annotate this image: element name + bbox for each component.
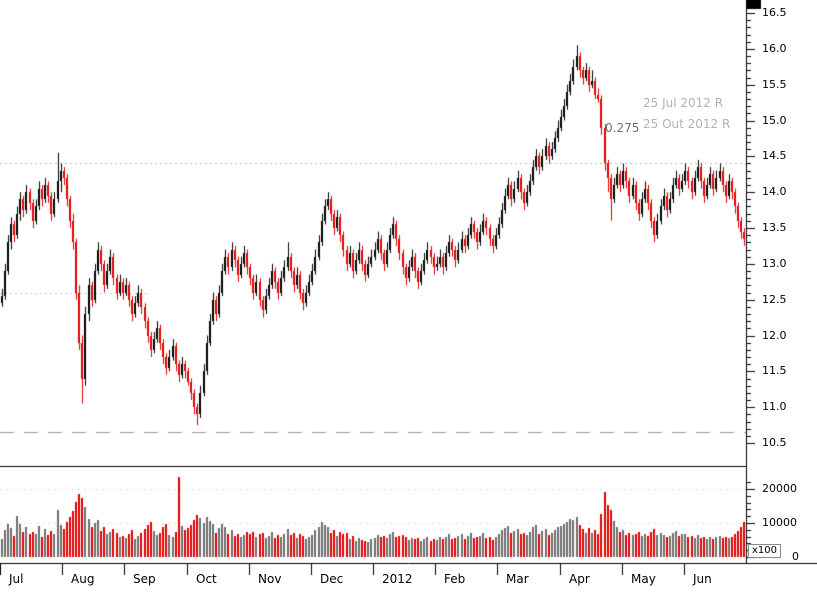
- event-annotation-out: 25 Out 2012 R: [643, 117, 731, 131]
- month-axis-label: 2012: [382, 572, 413, 586]
- price-axis-label: 11.5: [762, 364, 787, 377]
- price-axis-label: 16.0: [762, 42, 787, 55]
- volume-axis-label: 20000: [762, 482, 797, 495]
- month-axis-label: Jul: [9, 572, 24, 586]
- volume-axis-label: 10000: [762, 516, 797, 529]
- price-axis-label: 12.0: [762, 329, 787, 342]
- month-axis-label: May: [631, 572, 656, 586]
- month-axis-label: Mar: [506, 572, 529, 586]
- dividend-value-label: 0.275: [605, 121, 640, 135]
- month-axis-label: Feb: [444, 572, 466, 586]
- price-axis-label: 10.5: [762, 436, 787, 449]
- price-axis-label: 16.5: [762, 6, 787, 19]
- price-axis-label: 11.0: [762, 400, 787, 413]
- month-axis-label: Jun: [693, 572, 712, 586]
- price-axis-label: 14.5: [762, 149, 787, 162]
- event-annotation-jul: 25 Jul 2012 R: [643, 96, 724, 110]
- volume-unit-badge: x100: [748, 544, 782, 558]
- volume-axis-label: 0: [792, 550, 799, 563]
- month-axis-label: Sep: [133, 572, 156, 586]
- price-axis-label: 12.5: [762, 293, 787, 306]
- month-axis-label: Aug: [71, 572, 95, 586]
- price-axis-label: 15.0: [762, 114, 787, 127]
- price-axis-label: 15.5: [762, 78, 787, 91]
- price-axis-label: 13.5: [762, 221, 787, 234]
- month-axis-label: Dec: [320, 572, 344, 586]
- month-axis-label: Oct: [196, 572, 217, 586]
- month-axis-label: Nov: [258, 572, 282, 586]
- price-axis-label: 14.0: [762, 185, 787, 198]
- month-axis-label: Apr: [569, 572, 590, 586]
- price-axis-label: 13.0: [762, 257, 787, 270]
